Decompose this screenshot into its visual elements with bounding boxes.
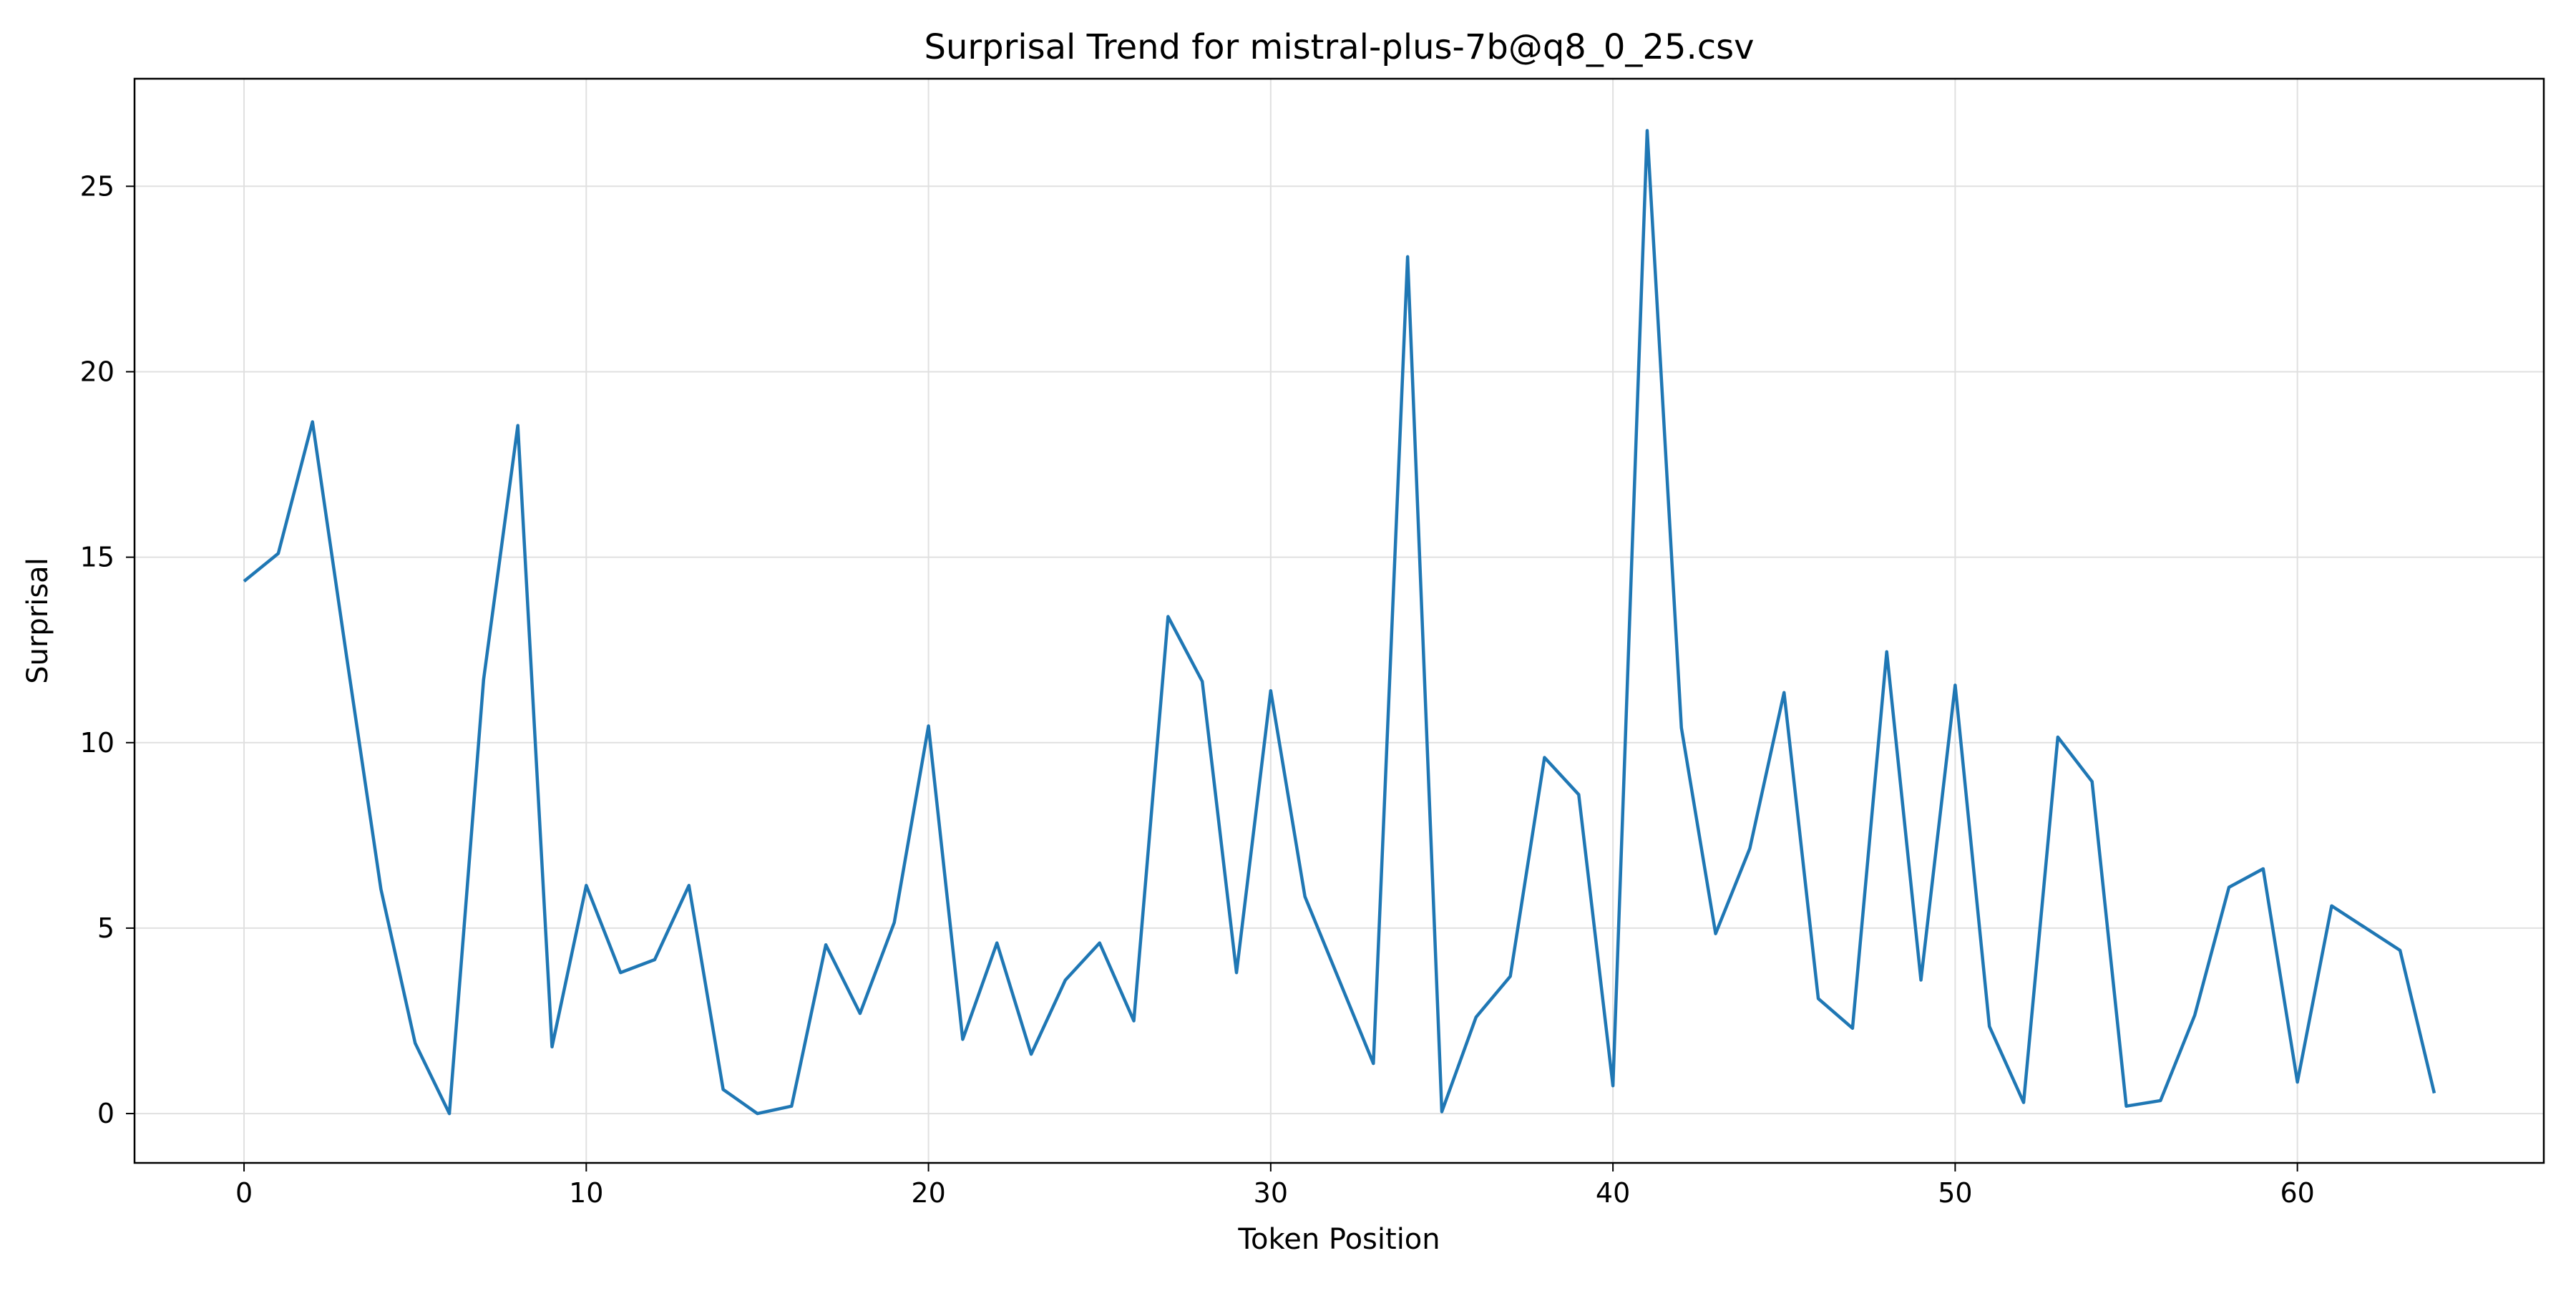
plot-frame [133,77,2545,1164]
y-tick-label: 5 [97,912,114,944]
y-tick-label: 25 [80,170,114,202]
y-axis-label: Surprisal [21,557,54,684]
y-tick-label: 0 [97,1098,114,1129]
x-axis-label: Token Position [1237,1223,1440,1256]
x-axis-ticks: 0 10 20 30 40 50 60 [235,1163,2315,1209]
y-tick-label: 15 [80,542,114,573]
x-tick-label: 20 [911,1177,945,1209]
grid [135,79,2544,1163]
x-tick-label: 30 [1254,1177,1288,1209]
y-axis-ticks: 0 5 10 15 20 25 [80,170,135,1129]
x-tick-label: 40 [1596,1177,1630,1209]
x-tick-label: 0 [235,1177,253,1209]
y-tick-label: 10 [80,727,114,759]
x-tick-label: 60 [2280,1177,2314,1209]
x-tick-label: 50 [1938,1177,1972,1209]
y-tick-label: 20 [80,356,114,387]
series-line-0 [243,129,2436,1116]
series-layer [243,129,2436,1116]
x-tick-label: 10 [569,1177,603,1209]
chart-title: Surprisal Trend for mistral-plus-7b@q8_0… [924,27,1754,67]
